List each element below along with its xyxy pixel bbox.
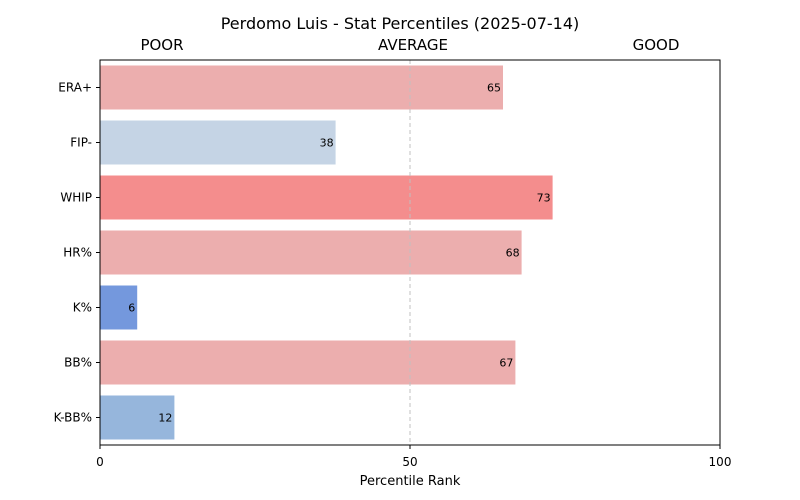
bar-2 bbox=[100, 175, 553, 220]
bar-value-label: 12 bbox=[158, 412, 172, 425]
bar-5 bbox=[100, 340, 516, 385]
bar-4 bbox=[100, 285, 138, 330]
zone-label-good: GOOD bbox=[632, 36, 680, 54]
bar-value-label: 38 bbox=[320, 137, 334, 150]
category-label: K-BB% bbox=[54, 411, 92, 425]
bar-3 bbox=[100, 230, 522, 275]
chart-title: Perdomo Luis - Stat Percentiles (2025-07… bbox=[220, 14, 580, 33]
bar-value-label: 67 bbox=[499, 357, 513, 370]
y-axis: ERA+ FIP- WHIP HR% K% BB% K-BB% bbox=[54, 81, 100, 425]
bar-1 bbox=[100, 120, 336, 165]
zone-label-average: AVERAGE bbox=[378, 36, 448, 54]
x-axis: 0 50 100 bbox=[96, 445, 731, 469]
x-tick-label: 100 bbox=[709, 455, 732, 469]
bar-value-label: 68 bbox=[506, 247, 520, 260]
bar-value-label: 73 bbox=[537, 192, 551, 205]
x-tick-label: 50 bbox=[402, 455, 417, 469]
x-tick-label: 0 bbox=[96, 455, 104, 469]
bar-0 bbox=[100, 65, 503, 110]
category-label: K% bbox=[73, 301, 92, 315]
x-axis-label: Percentile Rank bbox=[360, 474, 461, 489]
category-label: BB% bbox=[64, 356, 92, 370]
category-label: HR% bbox=[63, 246, 92, 260]
category-label: WHIP bbox=[60, 191, 92, 205]
bars-group: 65 38 73 68 6 67 12 bbox=[100, 65, 553, 440]
bar-value-label: 65 bbox=[487, 82, 501, 95]
bar-6 bbox=[100, 395, 175, 440]
bar-value-label: 6 bbox=[128, 302, 135, 315]
category-label: ERA+ bbox=[58, 81, 92, 95]
zone-label-poor: POOR bbox=[140, 36, 184, 54]
category-label: FIP- bbox=[70, 136, 92, 150]
